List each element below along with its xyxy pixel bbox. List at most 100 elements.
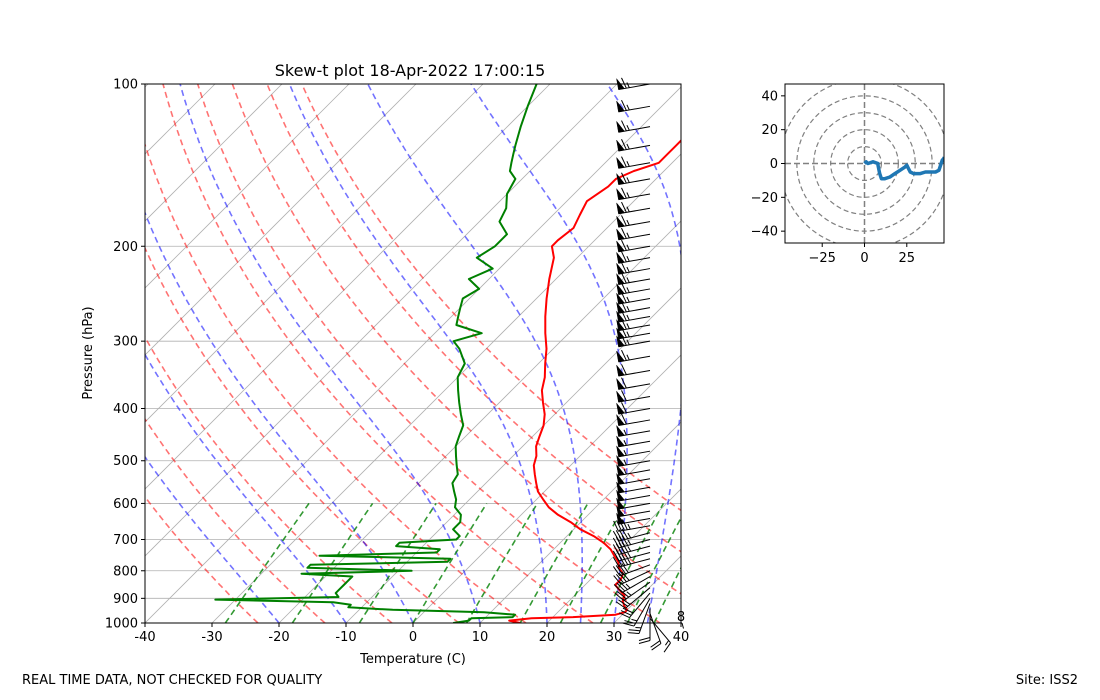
- wind-barb-full: [621, 187, 627, 199]
- isotherm-line: [680, 622, 681, 623]
- wind-barb-full: [621, 120, 627, 132]
- wind-barb: [649, 613, 662, 651]
- wind-barb-full: [617, 591, 627, 600]
- wind-barb-half: [626, 82, 630, 88]
- x-tick-label: -20: [268, 630, 289, 645]
- wind-barb-half: [626, 314, 630, 321]
- wind-barb-flag: [616, 445, 625, 458]
- dry-adiabat: [266, 84, 681, 553]
- x-tick-label: -40: [134, 630, 155, 645]
- wind-barb-full: [621, 563, 629, 573]
- wind-barb-label: 8: [677, 610, 685, 625]
- y-tick-label: 600: [113, 497, 138, 512]
- wind-barb-full: [613, 520, 619, 532]
- isotherm-line: [145, 86, 681, 623]
- wind-barb: [616, 390, 651, 403]
- wind-barb-half: [626, 143, 630, 150]
- wind-barb-flag: [616, 157, 625, 169]
- wind-barb: [616, 413, 651, 426]
- wind-barb-full: [615, 573, 625, 584]
- wind-barb-half: [627, 539, 632, 545]
- wind-barb-full: [621, 239, 627, 251]
- wind-barb-full: [612, 537, 620, 549]
- wind-barb-staff: [623, 581, 651, 601]
- wind-barb-staff: [620, 570, 651, 585]
- isotherm-line: [145, 84, 417, 356]
- isotherm-line: [145, 84, 484, 423]
- wind-barb-full: [651, 643, 662, 651]
- wind-barbs: [612, 77, 684, 653]
- wind-barb: [616, 481, 651, 494]
- wind-barb-half: [623, 449, 627, 456]
- wind-barb-staff: [625, 587, 651, 609]
- mixing-ratio-line: [224, 502, 310, 623]
- wind-barb-full: [621, 282, 627, 294]
- wind-barb-full: [615, 530, 623, 541]
- x-tick-label: 20: [539, 630, 556, 645]
- wind-barb-half: [623, 468, 627, 475]
- skewt-gridlines: [145, 84, 681, 623]
- wind-barb-full: [618, 564, 626, 575]
- wind-barb-full: [615, 565, 624, 576]
- dry-adiabat: [145, 142, 527, 623]
- hodograph-y-tick-label: −40: [751, 225, 778, 240]
- wind-barb-full: [638, 637, 651, 641]
- wind-barb-full: [612, 550, 620, 562]
- wind-barb-flag: [616, 435, 625, 448]
- wind-barb-half: [627, 546, 632, 552]
- wind-barb-full: [621, 364, 627, 375]
- wind-barb-flag: [616, 240, 625, 253]
- hodograph-x-tick-label: −25: [808, 251, 835, 266]
- dry-adiabat: [145, 417, 326, 623]
- wind-barb-full: [621, 77, 627, 89]
- site-label: Site: ISS2: [1015, 673, 1078, 688]
- wind-barb-flag: [616, 350, 625, 363]
- dry-adiabat: [162, 84, 594, 623]
- isotherm-line: [479, 421, 681, 623]
- wind-barb: [618, 592, 651, 619]
- moist-adiabat: [367, 84, 583, 623]
- isotherm-line: [211, 153, 681, 623]
- hodograph-y-tick-label: 20: [761, 123, 778, 138]
- wind-barb-half: [626, 296, 630, 303]
- wind-barb: [616, 262, 651, 275]
- wind-barb: [616, 464, 651, 476]
- dry-adiabat: [145, 495, 259, 623]
- moist-adiabat: [680, 619, 681, 623]
- wind-barb: [612, 563, 651, 577]
- skewt-y-label: Pressure (hPa): [81, 306, 96, 399]
- isotherm-line: [278, 220, 681, 623]
- y-tick-label: 300: [113, 335, 138, 350]
- wind-barb-half: [626, 591, 632, 596]
- wind-barb-half: [626, 255, 630, 262]
- wind-barb-full: [621, 390, 627, 401]
- wind-barb-flag: [616, 378, 625, 390]
- moist-adiabat: [145, 210, 414, 623]
- quality-disclaimer: REAL TIME DATA, NOT CHECKED FOR QUALITY: [22, 673, 323, 688]
- wind-barb-full: [618, 536, 626, 547]
- hodograph-trace: [863, 156, 944, 181]
- wind-barb-half: [627, 532, 632, 539]
- moist-adiabat: [179, 84, 481, 623]
- wind-barb-half: [664, 640, 670, 646]
- hodograph-y-ticks: −40 −20 0 20 40: [751, 89, 785, 240]
- y-tick-label: 100: [113, 78, 138, 93]
- wind-barb-staff: [618, 545, 651, 555]
- wind-barb-full: [621, 156, 627, 168]
- skewt-title: Skew-t plot 18-Apr-2022 17:00:15: [275, 61, 546, 80]
- hodograph-x-ticks: −25 0 25: [808, 243, 915, 266]
- x-tick-label: -10: [335, 630, 356, 645]
- moist-adiabat: [145, 455, 280, 623]
- wind-barb-staff: [633, 598, 651, 627]
- hodograph-series: [863, 156, 944, 181]
- wind-barb-half: [627, 558, 632, 565]
- wind-barb-half: [623, 459, 627, 466]
- wind-barb-half: [626, 244, 630, 251]
- wind-barb: [638, 608, 651, 644]
- wind-barb-staff: [622, 576, 651, 593]
- wind-barb: [616, 445, 651, 458]
- wind-barb-flag: [616, 425, 625, 437]
- wind-barb-full: [621, 402, 627, 413]
- wind-barb-full: [615, 601, 626, 609]
- wind-barb-flag: [616, 391, 625, 403]
